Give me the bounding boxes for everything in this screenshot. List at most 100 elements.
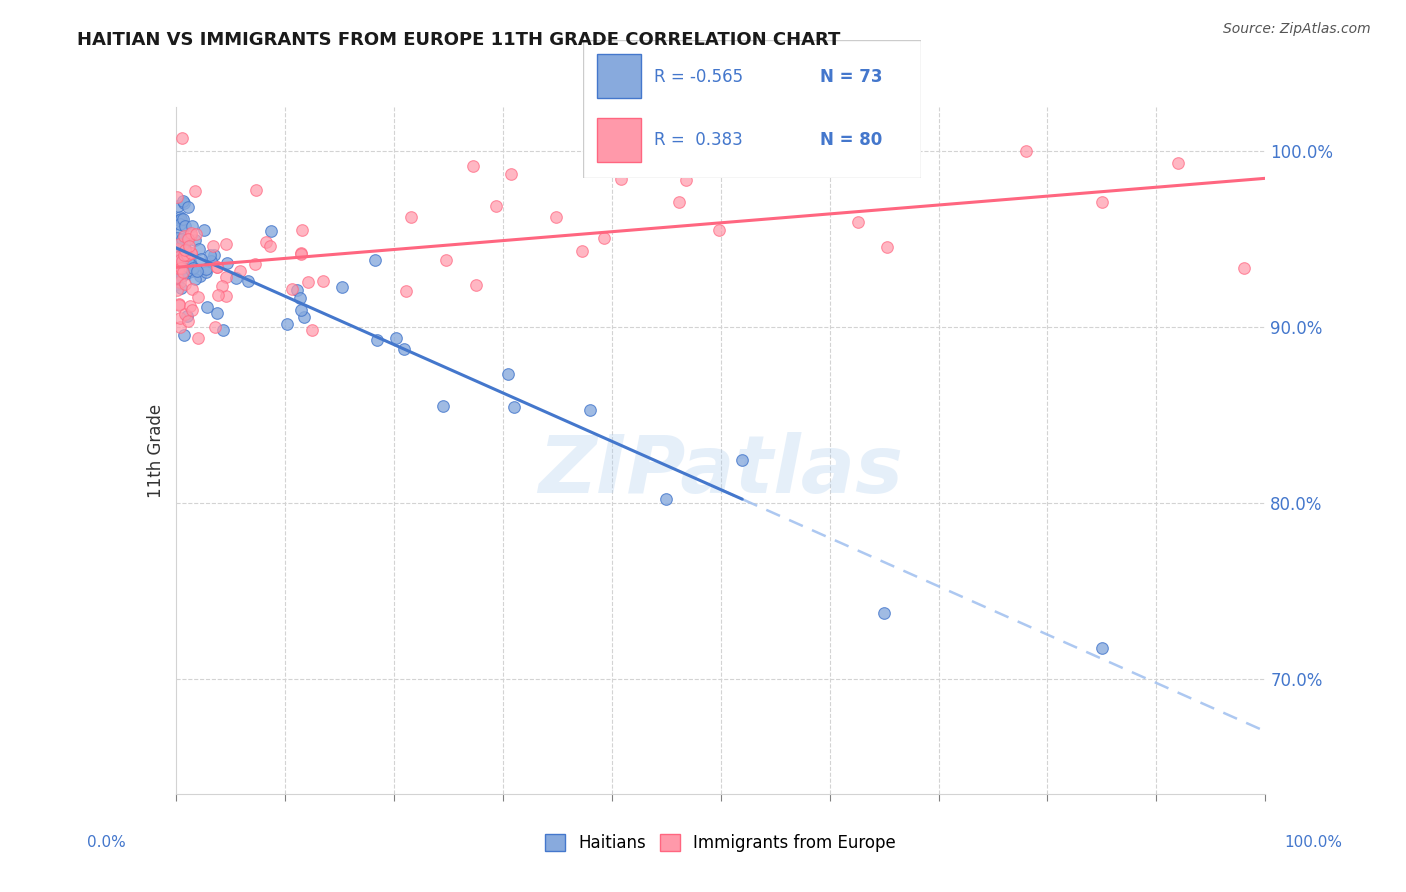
- Point: [180, 226, 202, 240]
- Point: [290, 245, 312, 260]
- Point: [167, 242, 190, 256]
- Point: [173, 234, 195, 248]
- Point: [180, 245, 202, 260]
- Point: [1167, 156, 1189, 170]
- Point: [166, 283, 188, 297]
- Point: [290, 302, 312, 317]
- Point: [176, 253, 198, 268]
- Point: [215, 237, 238, 252]
- Point: [181, 282, 204, 296]
- Point: [212, 323, 235, 337]
- Point: [179, 299, 201, 313]
- Point: [169, 310, 191, 325]
- Point: [363, 252, 385, 267]
- Point: [173, 229, 195, 244]
- Point: [166, 199, 188, 213]
- Point: [610, 172, 633, 186]
- Point: [179, 239, 201, 253]
- Point: [312, 274, 335, 288]
- Point: [236, 274, 259, 288]
- Point: [169, 217, 191, 231]
- Point: [167, 236, 190, 251]
- Point: [172, 242, 194, 256]
- Point: [166, 277, 188, 291]
- Point: [166, 251, 188, 265]
- Point: [176, 267, 198, 281]
- Point: [243, 257, 266, 271]
- Point: [207, 260, 229, 275]
- Point: [166, 260, 188, 275]
- Point: [655, 491, 678, 506]
- Point: [194, 265, 217, 279]
- Point: [207, 288, 229, 302]
- Point: [166, 260, 188, 274]
- Point: [205, 260, 228, 274]
- Point: [731, 453, 754, 467]
- Point: [366, 333, 388, 347]
- Point: [195, 300, 218, 314]
- Text: HAITIAN VS IMMIGRANTS FROM EUROPE 11TH GRADE CORRELATION CHART: HAITIAN VS IMMIGRANTS FROM EUROPE 11TH G…: [77, 31, 841, 49]
- Point: [169, 258, 191, 272]
- Point: [166, 190, 188, 204]
- Point: [173, 248, 195, 262]
- Point: [229, 264, 252, 278]
- Point: [177, 247, 200, 261]
- Point: [166, 231, 188, 245]
- Point: [1232, 260, 1256, 275]
- Point: [177, 232, 200, 246]
- Point: [184, 184, 207, 198]
- Point: [180, 245, 202, 260]
- Point: [184, 227, 207, 241]
- Point: [215, 270, 238, 285]
- Text: ZIPatlas: ZIPatlas: [538, 432, 903, 510]
- Text: 0.0%: 0.0%: [87, 836, 127, 850]
- Point: [288, 292, 311, 306]
- Point: [571, 244, 593, 259]
- Point: [177, 200, 200, 214]
- Point: [166, 268, 188, 283]
- Point: [179, 257, 201, 271]
- Point: [190, 252, 212, 266]
- Point: [174, 277, 197, 292]
- Point: [202, 248, 225, 262]
- Point: [290, 246, 312, 260]
- Point: [463, 159, 485, 173]
- Point: [172, 194, 194, 209]
- Point: [166, 269, 188, 284]
- Point: [181, 261, 204, 276]
- Text: 100.0%: 100.0%: [1285, 836, 1343, 850]
- Point: [1091, 641, 1114, 656]
- Point: [169, 253, 191, 268]
- Point: [174, 307, 197, 321]
- Point: [668, 194, 690, 209]
- Point: [245, 183, 267, 197]
- Text: R =  0.383: R = 0.383: [654, 131, 744, 149]
- Point: [385, 331, 408, 345]
- Point: [170, 281, 193, 295]
- Point: [297, 276, 319, 290]
- Point: [180, 264, 202, 278]
- Point: [579, 403, 602, 417]
- Point: [172, 264, 194, 278]
- Point: [198, 248, 221, 262]
- Point: [395, 284, 418, 298]
- Point: [187, 330, 209, 344]
- Point: [1091, 195, 1114, 210]
- Point: [501, 167, 523, 181]
- Point: [187, 290, 209, 304]
- Point: [169, 249, 191, 263]
- Point: [170, 261, 193, 276]
- Point: [170, 232, 193, 246]
- Point: [174, 243, 197, 257]
- Point: [174, 219, 197, 234]
- Point: [211, 279, 233, 293]
- Point: [167, 298, 190, 312]
- Point: [200, 253, 222, 268]
- FancyBboxPatch shape: [598, 118, 641, 161]
- Point: [301, 323, 323, 337]
- Point: [291, 223, 314, 237]
- Point: [485, 199, 508, 213]
- Point: [186, 264, 208, 278]
- Point: [180, 219, 202, 234]
- FancyBboxPatch shape: [598, 54, 641, 98]
